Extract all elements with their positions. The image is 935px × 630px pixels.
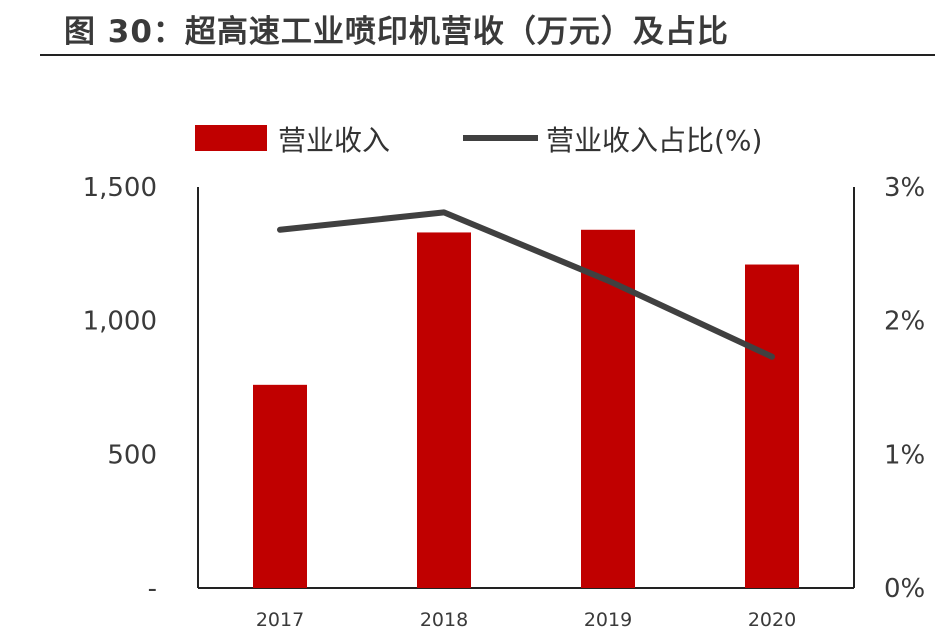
legend: 营业收入 营业收入占比(%) bbox=[195, 124, 762, 157]
x-tick-label: 2018 bbox=[420, 609, 468, 630]
y-left-tick-label: - bbox=[148, 574, 157, 604]
legend-swatch-bar bbox=[195, 125, 267, 151]
x-tick-label: 2020 bbox=[748, 609, 796, 630]
bar-2020 bbox=[745, 264, 799, 588]
x-tick-label: 2017 bbox=[256, 609, 304, 630]
ratio-line bbox=[277, 209, 775, 360]
y-left-tick-label: 1,500 bbox=[83, 173, 157, 203]
y-right-tick-label: 0% bbox=[884, 574, 925, 604]
bar-series bbox=[253, 229, 799, 589]
chart-title: 图 30：超高速工业喷印机营收（万元）及占比 bbox=[64, 14, 729, 50]
legend-label-line: 营业收入占比(%) bbox=[546, 124, 762, 157]
bar-2018 bbox=[417, 232, 471, 589]
y-right-tick-label: 1% bbox=[884, 440, 925, 470]
x-tick-label: 2019 bbox=[584, 609, 632, 630]
y-left-tick-label: 1,000 bbox=[83, 307, 157, 337]
title-divider bbox=[40, 54, 935, 56]
y-right-tick-label: 3% bbox=[884, 173, 925, 203]
legend-label-bar: 营业收入 bbox=[278, 124, 390, 157]
y-left-tick-label: 500 bbox=[107, 440, 157, 470]
y-right-tick-label: 2% bbox=[884, 307, 925, 337]
axes bbox=[197, 187, 855, 589]
bar-2017 bbox=[253, 384, 307, 588]
tick-labels: - 500 1,000 1,500 0% 1% 2% 3% 2017 2018 2019 2020 bbox=[83, 173, 926, 630]
line-series bbox=[277, 209, 775, 360]
